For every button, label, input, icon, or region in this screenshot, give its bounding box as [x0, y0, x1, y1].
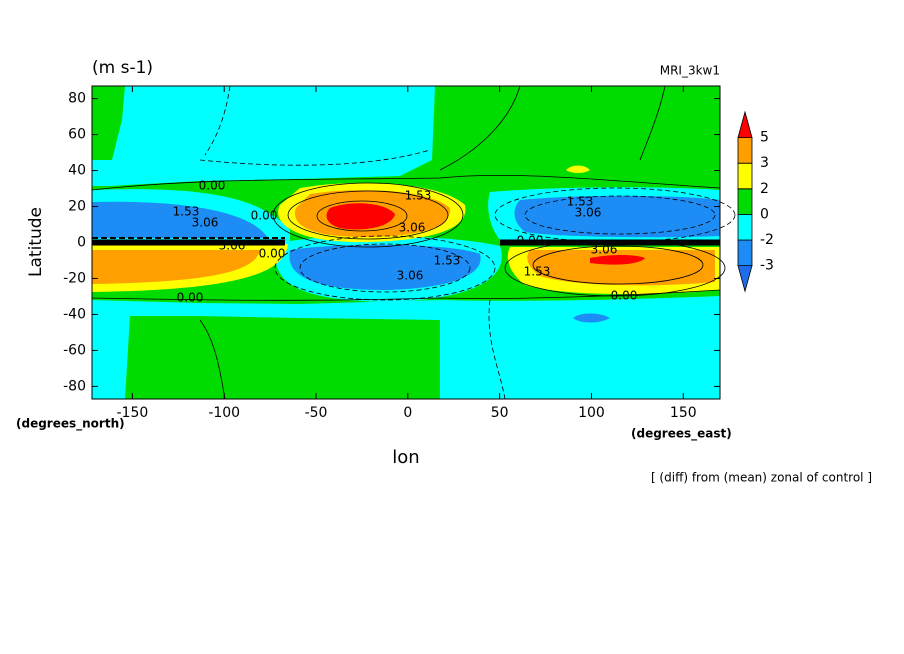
contour-line — [199, 319, 226, 400]
contour-fill — [566, 165, 590, 173]
contour-label: 3.06 — [591, 243, 618, 257]
contour-line — [91, 174, 721, 191]
contour-label: 0.00 — [251, 209, 278, 223]
colorbar-segment — [737, 137, 753, 164]
colorbar: -3 -2 0 2 3 5 — [737, 110, 774, 293]
chart-title: (m s-1) — [92, 58, 153, 78]
contour-line — [92, 239, 720, 246]
contour-label: 0.00 — [611, 289, 638, 303]
contour-label: 3.06 — [219, 239, 246, 253]
plot-area — [92, 86, 720, 399]
contour-fill — [326, 203, 395, 230]
y-tick-label: 20 — [68, 199, 86, 215]
contour-fill — [573, 313, 610, 323]
contour-label: 0.00 — [517, 234, 544, 248]
contour-line — [316, 200, 408, 232]
x-tick-label: -100 — [208, 405, 240, 421]
contour-fill — [527, 250, 715, 286]
y-units: (degrees_north) — [16, 417, 125, 432]
contour-label: 0.00 — [259, 247, 286, 261]
colorbar-segment — [737, 110, 753, 138]
contour-line — [439, 85, 521, 171]
contour-label: 1.53 — [173, 205, 200, 219]
x-tick-label: -150 — [117, 405, 149, 421]
y-tick-label: -80 — [63, 378, 86, 394]
colorbar-segment — [737, 162, 753, 190]
contour-fill — [514, 195, 720, 238]
contour-line — [272, 182, 464, 248]
contour-line — [639, 85, 666, 161]
colorbar-segment — [737, 239, 753, 266]
colorbar-label: 5 — [760, 130, 769, 146]
y-tick-label: -20 — [63, 270, 86, 286]
contour-label: 1.53 — [567, 195, 594, 209]
colorbar-label: 3 — [760, 155, 769, 171]
chart-subtitle: MRI_3kw1 — [660, 64, 720, 78]
colorbar-segment — [737, 188, 753, 215]
contour-fill — [92, 300, 442, 399]
colorbar-label: -3 — [760, 258, 774, 274]
x-tick-label: 50 — [491, 405, 509, 421]
contour-label: 3.06 — [192, 216, 219, 230]
y-tick-label: -60 — [63, 342, 86, 358]
contour-fill — [92, 250, 260, 284]
contour-line — [524, 195, 716, 235]
note: [ (diff) from (mean) zonal of control ] — [651, 471, 872, 485]
contour-fill — [590, 255, 645, 265]
x-units: (degrees_east) — [631, 427, 732, 442]
colorbar-segment — [737, 214, 753, 241]
contour-line — [199, 149, 431, 166]
x-tick-label: 0 — [403, 405, 412, 421]
contour-line — [204, 85, 231, 156]
contour-line — [91, 289, 721, 301]
contour-fill — [440, 296, 720, 399]
y-tick-label: 80 — [68, 91, 86, 107]
contour-fill — [289, 244, 481, 290]
x-axis-label: lon — [392, 447, 419, 468]
x-tick-label: 100 — [578, 405, 605, 421]
colorbar-label: 0 — [760, 206, 769, 222]
contour-label: 0.00 — [199, 179, 226, 193]
y-tick-label: -40 — [63, 306, 86, 322]
contour-label: 0.00 — [177, 291, 204, 305]
colorbar-label: -2 — [760, 232, 774, 248]
colorbar-label: 2 — [760, 181, 769, 197]
contour-label: 1.53 — [524, 265, 551, 279]
x-tick-label: 150 — [670, 405, 697, 421]
contour-line — [488, 299, 506, 400]
contour-line — [287, 190, 449, 240]
contour-line — [299, 243, 471, 293]
contour-lines — [91, 85, 736, 400]
contour-fill — [92, 86, 435, 186]
y-tick-label: 60 — [68, 127, 86, 143]
contour-line — [532, 245, 704, 285]
contour-label: 1.53 — [434, 254, 461, 268]
contour-fill — [92, 201, 268, 238]
contour-line — [494, 187, 736, 243]
contour-label: 3.06 — [575, 206, 602, 220]
x-tick-label: -50 — [305, 405, 328, 421]
contour-label: 3.06 — [397, 269, 424, 283]
contour-label: 3.06 — [399, 221, 426, 235]
contour-label: 1.53 — [405, 189, 432, 203]
y-axis-label: Latitude — [26, 207, 46, 277]
y-tick-label: 40 — [68, 163, 86, 179]
contour-line — [274, 235, 496, 301]
y-tick-label: 0 — [77, 235, 86, 251]
